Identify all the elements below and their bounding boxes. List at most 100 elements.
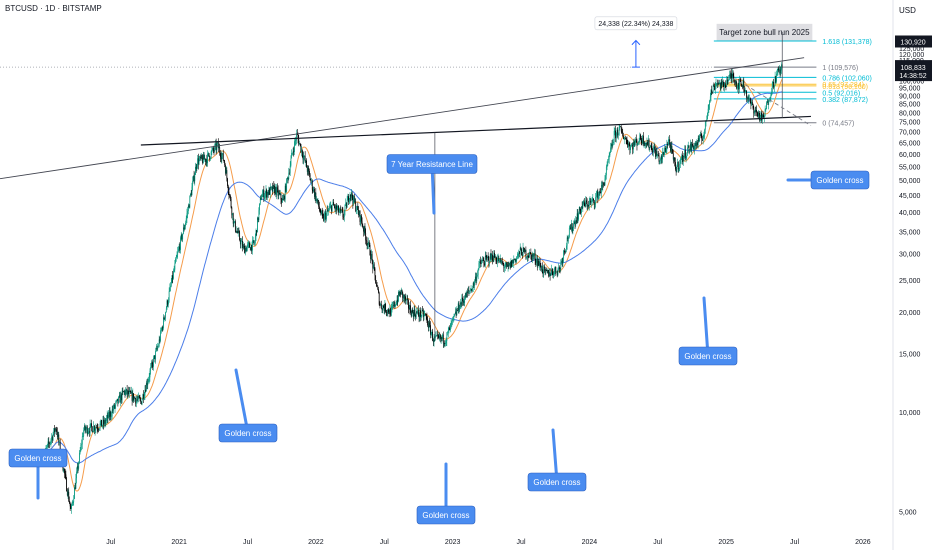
candle [344, 205, 346, 212]
candle [577, 213, 579, 220]
candle [669, 139, 671, 145]
candle [343, 216, 344, 218]
y-tick-label: 55,000 [899, 164, 921, 171]
candle [220, 157, 222, 160]
candle [536, 259, 537, 263]
candle [424, 313, 426, 315]
candle [624, 138, 626, 140]
candle [650, 145, 652, 147]
candle [364, 226, 366, 233]
candle [258, 210, 260, 221]
candle [465, 293, 467, 298]
candle [80, 444, 82, 451]
x-tick-label: 2022 [308, 539, 324, 546]
candle [347, 196, 349, 201]
candle [734, 81, 735, 83]
candle [197, 158, 199, 166]
candle [674, 157, 676, 163]
candle [237, 230, 239, 233]
candle [289, 172, 290, 174]
candle [185, 222, 186, 227]
candle [316, 198, 318, 202]
candle [418, 314, 420, 318]
candle [187, 211, 189, 214]
candle [341, 210, 343, 212]
candle [736, 86, 738, 89]
y-tick-label: 45,000 [899, 193, 921, 200]
candle [304, 156, 305, 157]
candle [535, 260, 537, 263]
candle [285, 185, 287, 192]
candle [692, 145, 694, 147]
candle [632, 145, 634, 150]
candle [177, 249, 179, 252]
candle [78, 462, 80, 469]
golden-cross-callout-pointer [702, 296, 710, 358]
candle [276, 187, 278, 195]
candle [62, 466, 64, 471]
candle [760, 112, 762, 117]
candle [237, 231, 238, 233]
candle [132, 393, 134, 401]
candle [620, 127, 622, 132]
candle [442, 334, 444, 344]
candle [652, 151, 654, 153]
candle [464, 293, 466, 300]
candle [556, 271, 557, 273]
candle [688, 145, 690, 153]
candle [305, 160, 307, 162]
candle [498, 257, 500, 263]
candle [182, 227, 184, 234]
candle [371, 254, 373, 261]
candle [680, 159, 682, 160]
candle [162, 327, 164, 329]
candle [486, 257, 488, 259]
candle [578, 207, 580, 214]
candle [265, 189, 267, 194]
candle [218, 147, 220, 149]
candle [395, 304, 397, 305]
candle [646, 142, 648, 145]
candle [131, 391, 132, 394]
candle [140, 399, 142, 402]
candle [403, 294, 404, 298]
candle [241, 241, 243, 242]
candle [476, 275, 478, 282]
candle [88, 431, 90, 432]
candle [515, 258, 517, 262]
candle [508, 264, 510, 266]
candle [284, 195, 285, 200]
candle [454, 311, 456, 314]
candle [540, 266, 542, 271]
candle [579, 207, 581, 211]
candle [745, 90, 747, 92]
fib-level-label: 0.65 (97,284) [822, 82, 864, 89]
candle [462, 300, 464, 302]
candle [630, 146, 631, 150]
candle [378, 292, 380, 305]
candle [720, 81, 722, 89]
candle [500, 258, 502, 264]
candle [308, 167, 310, 171]
candle [694, 143, 696, 147]
candle [207, 153, 208, 164]
candle [551, 269, 553, 272]
candle [337, 206, 339, 209]
candle [602, 183, 604, 187]
candle [695, 143, 697, 146]
candle [722, 81, 724, 83]
candle [497, 259, 498, 263]
candle [389, 308, 391, 314]
candle [455, 311, 457, 316]
candle [532, 254, 534, 257]
candle [325, 213, 327, 220]
golden-cross-callout-label: Golden cross [684, 352, 731, 361]
candle [440, 337, 442, 340]
candle [420, 315, 422, 318]
candle [250, 244, 252, 251]
candle [311, 180, 313, 190]
candle [244, 247, 246, 254]
candle [672, 153, 674, 160]
candle [120, 394, 122, 403]
candle [754, 110, 755, 114]
